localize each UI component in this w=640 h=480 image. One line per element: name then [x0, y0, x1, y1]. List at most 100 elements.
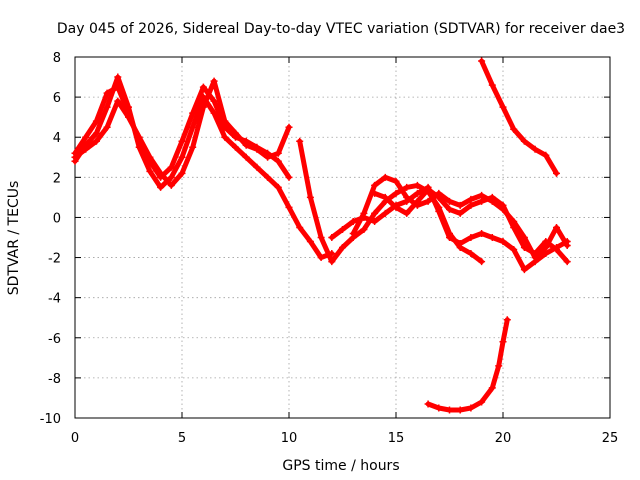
data-point-arc-7 [510, 223, 518, 231]
data-point-arc-7 [456, 209, 464, 217]
data-point-arc-6 [456, 201, 464, 209]
data-point-arc-5 [339, 225, 346, 233]
data-point-arc-5 [456, 240, 464, 248]
data-point-arc-1 [264, 173, 272, 181]
data-point-arc-2 [210, 97, 218, 105]
data-point-arc-2 [199, 83, 207, 91]
data-point-arc-4 [403, 183, 411, 191]
y-tick-label: 6 [53, 91, 61, 106]
data-point-arc-7 [488, 193, 496, 201]
data-point-arc-4 [296, 137, 304, 145]
grid [75, 57, 610, 418]
data-point-arc-8 [520, 137, 528, 145]
data-point-arc-4 [478, 258, 486, 266]
data-point-arc-7 [446, 205, 453, 213]
data-point-arc-9 [456, 406, 464, 414]
data-point-arc-2 [114, 83, 122, 91]
y-tick-label: -10 [40, 412, 61, 427]
data-point-arc-1 [296, 223, 304, 231]
data-point-arc-9 [495, 362, 503, 370]
data-point-arc-1 [221, 133, 229, 141]
data-point-arc-4 [317, 234, 325, 241]
y-tick-labels: -10 -8 -6 -4 -2 0 2 4 6 8 [40, 51, 61, 427]
data-point-arc-7 [435, 193, 443, 201]
data-point-arc-9 [435, 404, 443, 412]
x-tick-label: 0 [71, 431, 79, 446]
data-point-arc-2 [274, 157, 282, 165]
data-point-arc-7 [392, 203, 400, 211]
data-point-arc-5 [488, 234, 496, 241]
y-tick-label: 8 [53, 51, 61, 66]
data-point-arc-4 [339, 244, 346, 252]
data-point-arc-4 [360, 225, 368, 233]
data-point-arc-8 [553, 169, 560, 177]
y-tick-label: 2 [53, 171, 61, 186]
x-tick-labels: 0 5 10 15 20 25 [71, 431, 618, 446]
data-point-arc-5 [446, 234, 453, 241]
data-point-arc-1 [242, 153, 250, 161]
data-point-arc-7 [467, 201, 475, 209]
data-point-arc-1 [285, 203, 293, 211]
data-point-arc-7 [424, 185, 432, 193]
data-point-arc-6 [446, 197, 453, 205]
data-point-arc-5 [467, 234, 475, 241]
data-point-arc-1 [146, 167, 154, 175]
data-point-arc-6 [381, 173, 389, 181]
data-point-arc-6 [371, 181, 379, 189]
data-point-arc-6 [349, 229, 357, 237]
data-point-arc-7 [553, 246, 560, 254]
data-point-arc-2 [103, 89, 111, 97]
x-tick-label: 20 [495, 431, 512, 446]
y-tick-label: -8 [48, 372, 61, 387]
data-point-arc-4 [306, 193, 314, 201]
data-point-arc-8 [542, 151, 550, 159]
data-point-arc-6 [563, 242, 571, 250]
data-point-arc-5 [349, 217, 357, 225]
data-point-arc-7 [381, 193, 389, 201]
data-series [71, 57, 571, 414]
data-point-arc-3 [114, 97, 122, 105]
series-line-arc-9 [425, 317, 510, 413]
data-point-arc-7 [403, 209, 411, 217]
data-point-arc-9 [467, 404, 475, 412]
data-point-arc-5 [510, 246, 518, 254]
data-point-arc-5 [371, 217, 379, 225]
data-point-arc-7 [371, 189, 379, 197]
data-point-arc-5 [478, 229, 486, 237]
data-point-arc-5 [520, 266, 528, 274]
data-point-arc-6 [553, 223, 560, 231]
data-point-arc-9 [424, 400, 432, 408]
data-point-arc-6 [424, 197, 432, 205]
data-point-arc-3 [264, 153, 272, 161]
data-point-arc-7 [531, 250, 539, 258]
data-point-arc-9 [499, 338, 507, 346]
data-point-arc-7 [413, 197, 421, 205]
data-point-arc-4 [371, 209, 379, 217]
data-point-arc-7 [520, 244, 528, 252]
data-point-arc-9 [503, 316, 511, 324]
y-tick-label: 0 [53, 211, 61, 226]
data-point-arc-7 [478, 197, 486, 205]
data-point-arc-1 [253, 163, 261, 171]
x-tick-label: 15 [388, 431, 405, 446]
data-point-arc-2 [82, 133, 90, 141]
data-point-arc-3 [146, 153, 154, 161]
data-point-arc-7 [542, 238, 550, 246]
data-point-arc-3 [199, 103, 207, 111]
data-point-arc-5 [542, 250, 550, 258]
x-axis-title: GPS time / hours [282, 458, 399, 474]
x-tick-label: 5 [178, 431, 186, 446]
data-point-arc-6 [520, 234, 528, 241]
data-point-arc-4 [413, 181, 421, 189]
data-point-arc-7 [563, 258, 571, 266]
data-point-arc-8 [531, 145, 539, 153]
data-point-arc-2 [285, 173, 293, 181]
data-point-arc-1 [317, 254, 325, 262]
data-point-arc-2 [167, 163, 175, 171]
data-point-arc-7 [499, 201, 507, 209]
data-point-arc-6 [360, 209, 368, 217]
data-point-arc-5 [413, 189, 421, 197]
chart-title: Day 045 of 2026, Sidereal Day-to-day VTE… [57, 21, 625, 37]
data-point-arc-3 [178, 169, 186, 177]
